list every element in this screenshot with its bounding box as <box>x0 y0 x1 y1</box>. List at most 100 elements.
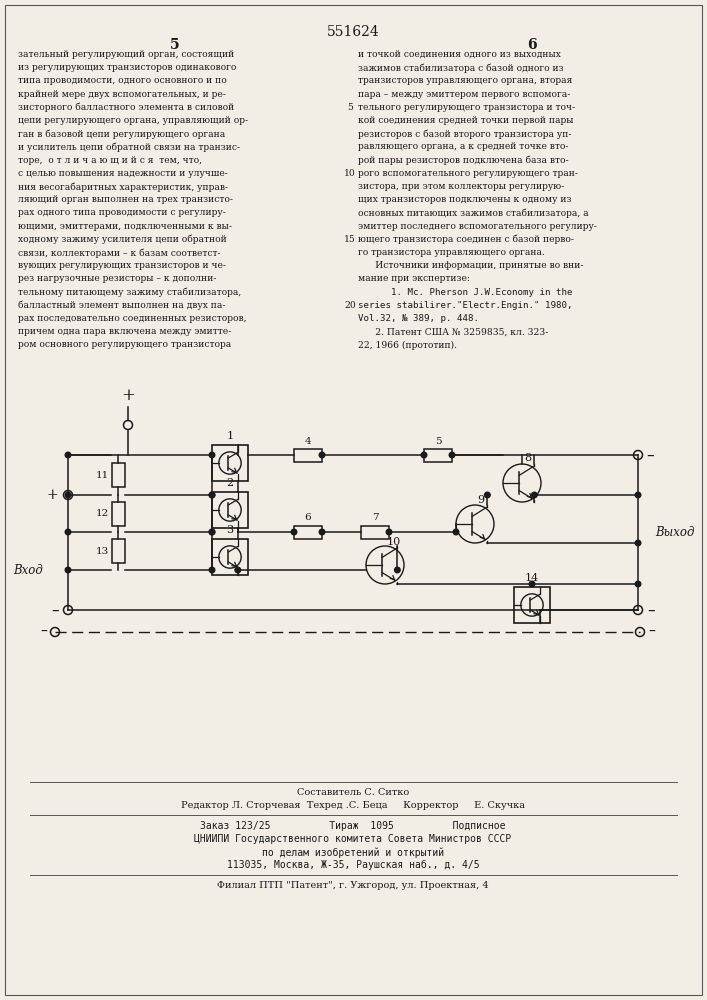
Text: +: + <box>121 387 135 404</box>
Circle shape <box>635 492 641 498</box>
Text: 113035, Москва, Ж-35, Раушская наб., д. 4/5: 113035, Москва, Ж-35, Раушская наб., д. … <box>227 860 479 870</box>
Bar <box>212 539 248 575</box>
Circle shape <box>635 540 641 546</box>
Text: ходному зажиму усилителя цепи обратной: ходному зажиму усилителя цепи обратной <box>18 235 227 244</box>
Text: Составитель С. Ситко: Составитель С. Ситко <box>297 788 409 797</box>
Bar <box>514 587 550 623</box>
Text: зисторного балластного элемента в силовой: зисторного балластного элемента в силово… <box>18 103 234 112</box>
Text: кой соединения средней точки первой пары: кой соединения средней точки первой пары <box>358 116 573 125</box>
Circle shape <box>65 452 71 458</box>
Text: ган в базовой цепи регулирующего органа: ган в базовой цепи регулирующего органа <box>18 129 226 139</box>
Text: 11: 11 <box>96 471 110 480</box>
Text: щих транзисторов подключены к одному из: щих транзисторов подключены к одному из <box>358 195 571 204</box>
Text: и усилитель цепи обратной связи на транзис-: и усилитель цепи обратной связи на транз… <box>18 142 240 152</box>
Text: ющими, эмиттерами, подключенными к вы-: ющими, эмиттерами, подключенными к вы- <box>18 222 232 231</box>
Circle shape <box>65 492 71 498</box>
Text: 8: 8 <box>524 453 531 463</box>
Circle shape <box>209 529 215 535</box>
Text: series stabilirer."Electr.Engin." 1980,: series stabilirer."Electr.Engin." 1980, <box>358 301 573 310</box>
Text: вующих регулирующих транзисторов и че-: вующих регулирующих транзисторов и че- <box>18 261 226 270</box>
Text: 20: 20 <box>344 301 356 310</box>
Text: 2. Патент США № 3259835, кл. 323-: 2. Патент США № 3259835, кл. 323- <box>358 327 549 336</box>
Text: 9: 9 <box>477 495 484 505</box>
Bar <box>112 463 124 487</box>
Text: рой пары резисторов подключена база вто-: рой пары резисторов подключена база вто- <box>358 156 568 165</box>
Text: 6: 6 <box>527 38 537 52</box>
Text: 551624: 551624 <box>327 25 380 39</box>
Circle shape <box>209 452 215 458</box>
Text: торе,  о т л и ч а ю щ и й с я  тем, что,: торе, о т л и ч а ю щ и й с я тем, что, <box>18 156 202 165</box>
Text: рого вспомогательного регулирующего тран-: рого вспомогательного регулирующего тран… <box>358 169 578 178</box>
Text: ния весогабаритных характеристик, управ-: ния весогабаритных характеристик, управ- <box>18 182 228 192</box>
Text: цепи регулирующего органа, управляющий ор-: цепи регулирующего органа, управляющий о… <box>18 116 248 125</box>
Text: балластный элемент выполнен на двух па-: балластный элемент выполнен на двух па- <box>18 301 226 310</box>
Text: 2: 2 <box>226 478 233 488</box>
Text: из регулирующих транзисторов одинакового: из регулирующих транзисторов одинакового <box>18 63 236 72</box>
Circle shape <box>319 529 325 535</box>
Text: Выход: Выход <box>655 526 695 538</box>
Bar <box>112 502 124 526</box>
Circle shape <box>291 529 297 535</box>
Text: типа проводимости, одного основного и по: типа проводимости, одного основного и по <box>18 76 227 85</box>
Bar <box>424 448 452 462</box>
Text: Вход: Вход <box>13 564 43 576</box>
Text: 4: 4 <box>305 436 311 446</box>
Text: связи, коллекторами – к базам соответст-: связи, коллекторами – к базам соответст- <box>18 248 221 257</box>
Circle shape <box>65 567 71 573</box>
Text: ляющий орган выполнен на трех транзисто-: ляющий орган выполнен на трех транзисто- <box>18 195 233 204</box>
Text: –: – <box>648 625 655 639</box>
Text: ющего транзистора соединен с базой перво-: ющего транзистора соединен с базой перво… <box>358 235 574 244</box>
Text: рах одного типа проводимости с регулиру-: рах одного типа проводимости с регулиру- <box>18 208 226 217</box>
Circle shape <box>635 581 641 587</box>
Text: с целью повышения надежности и улучше-: с целью повышения надежности и улучше- <box>18 169 228 178</box>
Text: по делам изобретений и открытий: по делам изобретений и открытий <box>262 847 444 857</box>
Text: тельного регулирующего транзистора и точ-: тельного регулирующего транзистора и точ… <box>358 103 575 112</box>
Text: 22, 1966 (прототип).: 22, 1966 (прототип). <box>358 340 457 350</box>
Text: 3: 3 <box>226 525 233 535</box>
Text: транзисторов управляющего органа, вторая: транзисторов управляющего органа, вторая <box>358 76 573 85</box>
Text: 14: 14 <box>525 573 539 583</box>
Text: зательный регулирующий орган, состоящий: зательный регулирующий орган, состоящий <box>18 50 234 59</box>
Circle shape <box>530 581 534 587</box>
Text: основных питающих зажимов стабилизатора, а: основных питающих зажимов стабилизатора,… <box>358 208 589 218</box>
Text: го транзистора управляющего органа.: го транзистора управляющего органа. <box>358 248 545 257</box>
Text: 13: 13 <box>96 546 110 556</box>
Text: –: – <box>646 448 654 462</box>
Circle shape <box>209 492 215 498</box>
Text: и точкой соединения одного из выходных: и точкой соединения одного из выходных <box>358 50 561 59</box>
Text: –: – <box>40 625 47 639</box>
Text: причем одна пара включена между эмитте-: причем одна пара включена между эмитте- <box>18 327 231 336</box>
Text: резисторов с базой второго транзистора уп-: резисторов с базой второго транзистора у… <box>358 129 571 139</box>
Circle shape <box>386 529 392 535</box>
Bar <box>361 526 389 538</box>
Text: крайней мере двух вспомогательных, и ре-: крайней мере двух вспомогательных, и ре- <box>18 90 226 99</box>
Text: ром основного регулирующего транзистора: ром основного регулирующего транзистора <box>18 340 231 349</box>
Circle shape <box>209 492 215 498</box>
Circle shape <box>319 452 325 458</box>
Text: 15: 15 <box>344 235 356 244</box>
Text: Заказ 123/25          Тираж  1095          Подписное: Заказ 123/25 Тираж 1095 Подписное <box>200 821 506 831</box>
Text: равляющего органа, а к средней точке вто-: равляющего органа, а к средней точке вто… <box>358 142 568 151</box>
Text: Редактор Л. Сторчевая  Техред .С. Беца     Корректор     Е. Скучка: Редактор Л. Сторчевая Техред .С. Беца Ко… <box>181 801 525 810</box>
Text: Филиал ПТП "Патент", г. Ужгород, ул. Проектная, 4: Филиал ПТП "Патент", г. Ужгород, ул. Про… <box>217 881 489 890</box>
Text: Vol.32, № 389, p. 448.: Vol.32, № 389, p. 448. <box>358 314 479 323</box>
Text: мание при экспертизе:: мание при экспертизе: <box>358 274 470 283</box>
Bar <box>212 492 248 528</box>
Circle shape <box>484 492 490 498</box>
Text: 6: 6 <box>305 514 311 522</box>
Text: 10: 10 <box>344 169 356 178</box>
Text: 10: 10 <box>387 537 402 547</box>
Circle shape <box>209 567 215 573</box>
Text: 5: 5 <box>170 38 180 52</box>
Circle shape <box>235 567 240 573</box>
Text: 1. Mc. Pherson J.W.Economy in the: 1. Mc. Pherson J.W.Economy in the <box>358 288 573 297</box>
Text: 5: 5 <box>435 436 441 446</box>
Text: Источники информации, принятые во вни-: Источники информации, принятые во вни- <box>358 261 583 270</box>
Bar <box>294 448 322 462</box>
Text: зистора, при этом коллекторы регулирую-: зистора, при этом коллекторы регулирую- <box>358 182 564 191</box>
Circle shape <box>453 529 459 535</box>
Circle shape <box>532 492 537 498</box>
Text: ЦНИИПИ Государственного комитета Совета Министров СССР: ЦНИИПИ Государственного комитета Совета … <box>194 834 512 844</box>
Text: +: + <box>47 488 58 502</box>
Circle shape <box>449 452 455 458</box>
